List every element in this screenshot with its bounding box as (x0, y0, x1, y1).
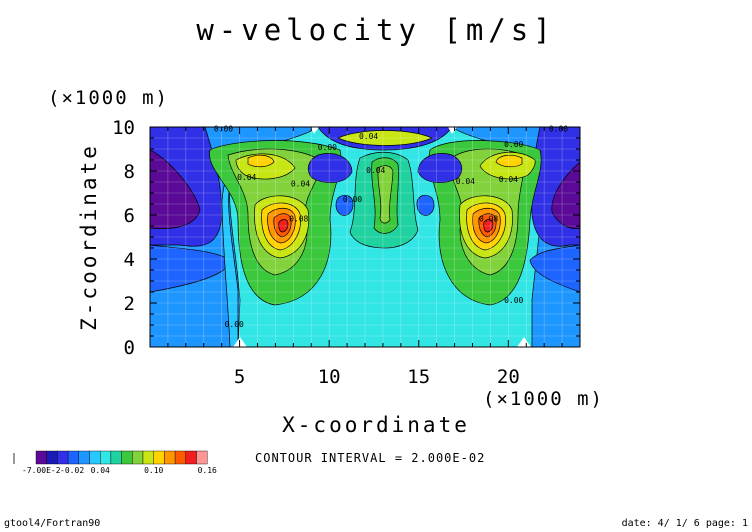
x-unit-label: (×1000 m) (483, 388, 604, 410)
plot-area (150, 127, 580, 347)
y-unit-label: (×1000 m) (48, 87, 169, 109)
top-center-lens (337, 130, 433, 146)
colorbar-swatch (185, 450, 197, 465)
contour-label: 0.04 (291, 179, 310, 188)
right-purple-core (551, 161, 580, 229)
contour-label: 0.00 (343, 195, 362, 204)
colorbar-swatch (121, 450, 133, 465)
x-tick-label: 10 (318, 366, 341, 388)
top-notch-left (310, 127, 319, 134)
x-axis-label: X-coordinate (282, 413, 470, 437)
left-cyan-strip (221, 169, 239, 347)
colorbar-swatch (174, 450, 187, 465)
left-purple-core (150, 149, 201, 229)
contour-label: 0.04 (366, 166, 385, 175)
y-tick-label: 4 (124, 249, 135, 271)
colorbar-swatch (142, 450, 154, 465)
colorbar-swatch (196, 450, 208, 465)
footer-right: date: 4/ 1/ 6 page: 1 (622, 518, 748, 529)
contour-label: 0.04 (359, 132, 378, 141)
contour-label: 0.00 (318, 143, 337, 152)
contour-label: 0.00 (214, 124, 233, 133)
colorbar-tick-label: 0.16 (198, 466, 217, 475)
x-axis-ticks: 5 10 15 20 (167, 127, 563, 388)
center-small-blue-left (335, 194, 354, 216)
y-tick-label: 0 (124, 337, 135, 359)
bottom-notch-right (517, 337, 531, 347)
contour-interval-text: CONTOUR INTERVAL = 2.000E-02 (255, 451, 485, 465)
contour-label: 0.04 (499, 175, 518, 184)
colorbar-swatch (57, 450, 69, 465)
colorbar-swatch (46, 450, 58, 465)
colorbar-swatch (110, 450, 122, 465)
left-plume-upper-core (247, 154, 275, 168)
colorbar-swatch (164, 450, 176, 465)
y-tick-label: 6 (124, 205, 135, 227)
chart-title: w-velocity [m/s] (196, 13, 555, 47)
x-tick-label: 5 (234, 366, 245, 388)
x-tick-label: 15 (407, 366, 430, 388)
left-plume-core (278, 219, 289, 233)
colorbar-tick-label: 0.04 (91, 466, 110, 475)
center-column-light (377, 165, 394, 224)
colorbar-swatch (89, 450, 101, 465)
center-blue-left (307, 153, 353, 183)
y-axis-ticks: 0 2 4 6 8 10 (112, 117, 580, 359)
contour-label: 0.08 (289, 215, 308, 224)
colorbar-tick-label: -7.00E-2 (22, 466, 61, 475)
contour-label: 0.00 (504, 140, 523, 149)
right-lower-blue-band (529, 244, 580, 293)
colorbar: -7.00E-2 -0.02 0.04 0.10 0.16 (13, 450, 217, 475)
colorbar-swatch (78, 450, 90, 465)
y-tick-label: 8 (124, 161, 135, 183)
y-tick-label: 2 (124, 293, 135, 315)
right-plume-upper-core (495, 154, 523, 168)
y-axis-label: Z-coordinate (77, 143, 101, 331)
colorbar-tick-label: -0.02 (60, 466, 84, 475)
contour-label: 0.04 (456, 177, 475, 186)
colorbar-swatch (67, 450, 79, 465)
colorbar-tick-label: 0.10 (144, 466, 163, 475)
contour-label: 0.04 (237, 173, 256, 182)
colorbar-swatch (99, 450, 112, 465)
contour-label: 0.08 (479, 215, 498, 224)
x-tick-label: 20 (497, 366, 520, 388)
center-blue-right (417, 153, 463, 183)
contour-label: 0.00 (504, 296, 523, 305)
contour-fills (150, 127, 580, 347)
right-plume-core (483, 219, 494, 233)
colorbar-swatch (153, 450, 165, 465)
grid-lines (150, 127, 580, 347)
colorbar-swatch (132, 450, 144, 465)
colorbar-swatch (35, 450, 47, 465)
center-small-blue-right (416, 194, 435, 216)
contour-label: 0.00 (225, 320, 244, 329)
contour-labels: 0.00 0.00 0.04 0.00 0.00 0.04 0.04 0.04 0.04 0.04… (214, 124, 568, 329)
footer-left: gtool4/Fortran90 (4, 518, 100, 529)
contour-label: 0.00 (549, 124, 568, 133)
y-tick-label: 10 (112, 117, 135, 139)
